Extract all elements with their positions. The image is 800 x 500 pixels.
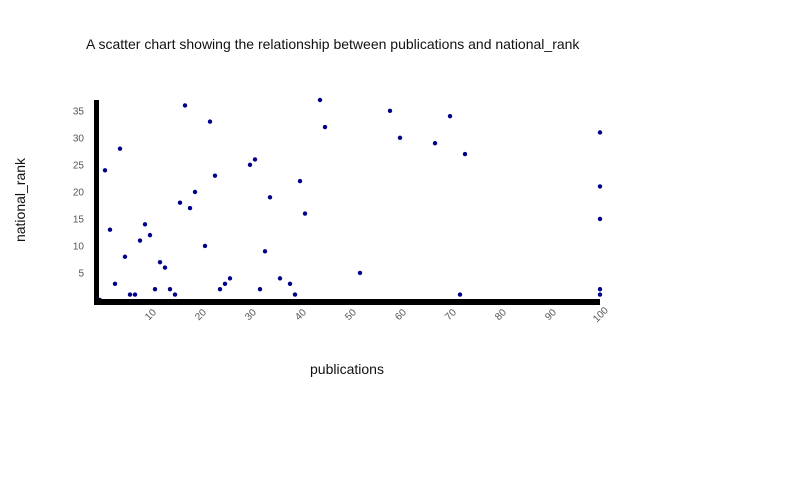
data-point — [112, 281, 118, 286]
x-tick-label: 40 — [293, 307, 309, 323]
data-point — [107, 227, 113, 232]
data-point — [172, 292, 178, 297]
x-tick-label: 10 — [143, 307, 159, 323]
y-axis-line — [94, 100, 99, 305]
data-point — [127, 292, 133, 297]
data-point — [277, 276, 283, 281]
x-tick-label: 20 — [193, 307, 209, 323]
chart-title: A scatter chart showing the relationship… — [86, 36, 580, 52]
data-point — [252, 157, 258, 162]
axis-ticks: 5 10 15 20 25 30 35 10 20 30 40 50 60 70 80 90 100 — [73, 106, 611, 325]
x-axis-line — [94, 299, 600, 305]
data-point — [267, 195, 273, 200]
data-point — [177, 200, 183, 205]
x-tick-label: 70 — [443, 307, 459, 323]
x-tick-label: 30 — [243, 307, 259, 323]
data-point — [202, 243, 208, 249]
data-point — [217, 286, 223, 292]
data-point — [187, 205, 193, 211]
y-tick-label: 20 — [73, 187, 85, 198]
data-point — [122, 254, 128, 259]
data-point — [162, 265, 168, 270]
data-point — [597, 292, 603, 297]
data-point — [247, 162, 253, 168]
data-point — [292, 292, 298, 297]
data-point — [102, 168, 108, 173]
data-point — [462, 151, 468, 157]
data-point — [167, 286, 173, 292]
y-tick-label: 5 — [78, 268, 84, 279]
data-point — [297, 178, 303, 184]
x-tick-label: 80 — [493, 307, 509, 323]
data-point — [357, 270, 363, 276]
data-point — [432, 141, 438, 146]
data-point — [317, 97, 323, 103]
data-point — [397, 135, 403, 141]
data-point — [262, 249, 268, 254]
x-tick-label: 90 — [543, 307, 559, 323]
data-point — [597, 184, 603, 189]
data-point — [222, 281, 228, 286]
data-point — [257, 286, 263, 292]
data-point — [227, 276, 233, 281]
data-point — [192, 189, 198, 195]
data-point — [157, 259, 163, 265]
y-tick-label: 10 — [73, 241, 85, 252]
x-tick-label: 100 — [591, 305, 611, 325]
data-point — [597, 130, 603, 135]
data-point — [152, 286, 158, 292]
data-point — [212, 173, 218, 178]
data-point — [597, 286, 603, 292]
y-tick-label: 30 — [73, 133, 85, 144]
data-point — [287, 281, 293, 286]
data-point — [117, 146, 123, 151]
data-points — [97, 97, 603, 303]
data-point — [207, 119, 213, 124]
x-axis-label: publications — [310, 361, 384, 377]
x-tick-label: 50 — [343, 307, 359, 323]
data-point — [142, 222, 148, 227]
data-point — [387, 108, 393, 114]
data-point — [322, 124, 328, 130]
data-point — [597, 216, 603, 222]
x-tick-label: 60 — [393, 307, 409, 323]
data-point — [182, 103, 188, 108]
data-point — [457, 292, 463, 297]
data-point — [132, 292, 138, 297]
y-tick-label: 25 — [73, 160, 85, 171]
data-point — [447, 114, 453, 119]
data-point — [147, 232, 153, 238]
data-point — [302, 211, 308, 216]
data-point — [137, 238, 143, 243]
y-tick-label: 35 — [73, 106, 85, 117]
y-tick-label: 15 — [73, 214, 85, 225]
